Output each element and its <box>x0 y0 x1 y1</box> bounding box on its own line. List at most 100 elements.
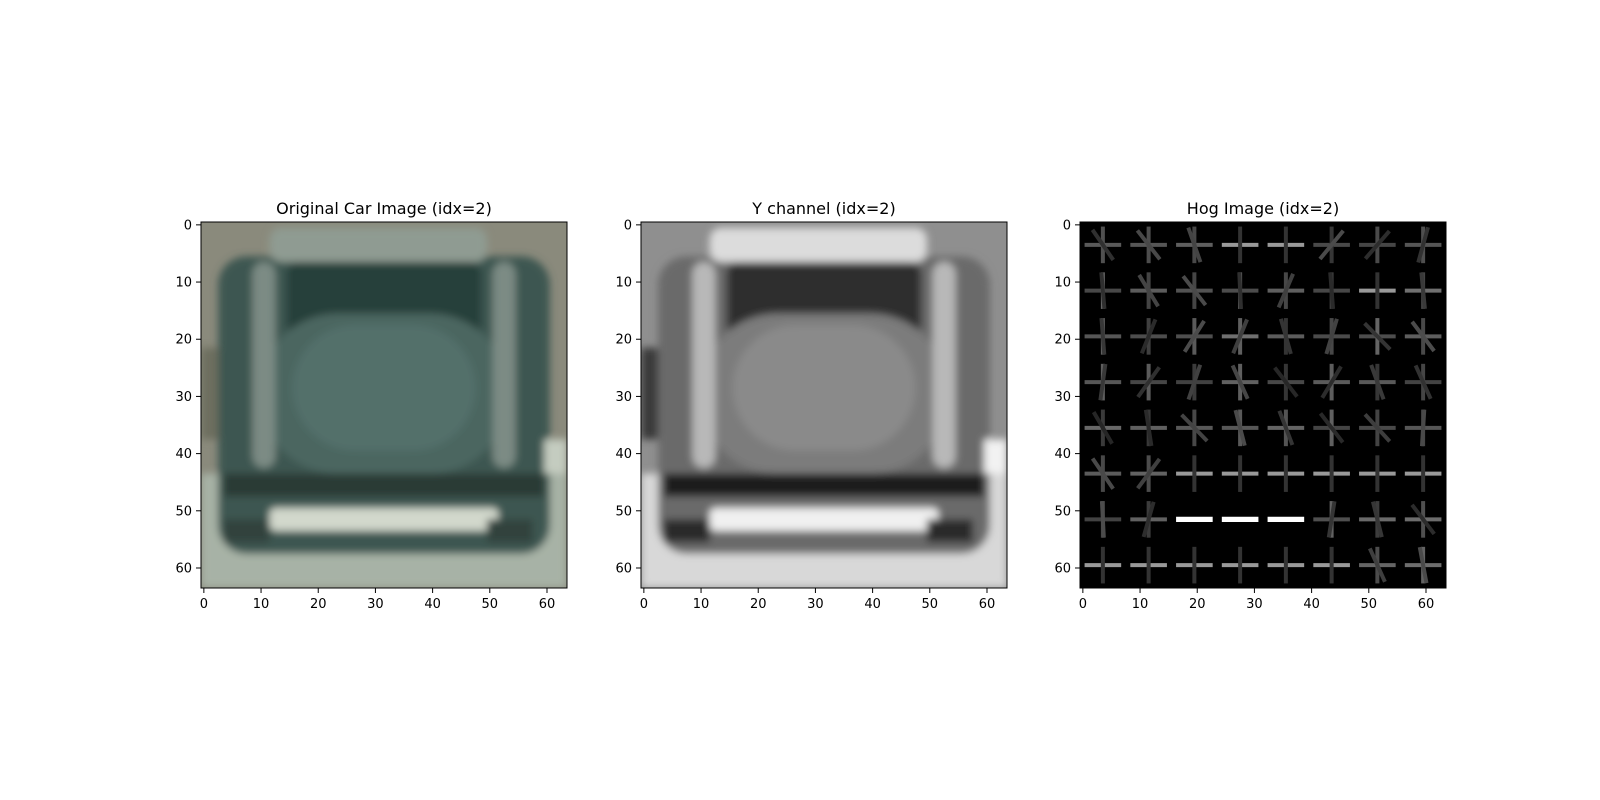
panel-title-original: Original Car Image (idx=2) <box>276 199 492 218</box>
hog-stroke <box>1090 457 1115 490</box>
hog-stroke <box>1419 272 1427 310</box>
x-tick-label: 0 <box>200 597 208 612</box>
right-highlight <box>544 439 567 474</box>
x-tick-label: 20 <box>1189 597 1206 612</box>
hog-stroke <box>1417 546 1429 584</box>
hog-stroke <box>1370 501 1384 538</box>
hog-stroke <box>1230 364 1250 400</box>
hog-stroke <box>1091 411 1114 445</box>
y-channel-image <box>641 222 1007 588</box>
y-tick-label: 60 <box>175 561 192 576</box>
x-ticks: 0 10 20 30 40 50 60 <box>1079 588 1434 612</box>
hog-stroke <box>1363 321 1392 351</box>
x-ticks: 0 10 20 30 40 50 60 <box>640 588 996 612</box>
x-tick-label: 30 <box>807 597 824 612</box>
hog-stroke <box>1136 366 1161 399</box>
original-car-image <box>201 222 567 588</box>
bumper-shadow <box>663 473 985 497</box>
y-tick-label: 20 <box>1054 333 1071 348</box>
hog-stroke <box>1416 226 1430 264</box>
y-tick-label: 10 <box>615 276 632 291</box>
y-tick-label: 0 <box>184 218 192 233</box>
x-tick-label: 60 <box>539 597 556 612</box>
left-tire <box>223 519 270 543</box>
y-ticks: 0 10 20 30 40 50 60 <box>615 218 641 576</box>
x-tick-label: 40 <box>424 597 441 612</box>
hog-stroke <box>1099 272 1107 310</box>
hog-stroke <box>1099 500 1106 538</box>
car-roof <box>269 227 487 263</box>
hog-stroke <box>1180 413 1209 443</box>
right-tire <box>486 519 533 543</box>
hog-stroke <box>1139 318 1158 355</box>
y-tick-label: 20 <box>615 333 632 348</box>
wheel-center <box>732 324 916 451</box>
bumper-shadow <box>223 473 545 497</box>
wheel-center <box>292 324 476 451</box>
x-tick-label: 40 <box>1303 597 1320 612</box>
right-pillar <box>932 262 956 468</box>
y-ticks: 0 10 20 30 40 50 60 <box>175 218 201 576</box>
hog-stroke <box>1369 364 1386 401</box>
hog-stroke <box>1318 412 1345 444</box>
hog-stroke <box>1186 226 1203 263</box>
hog-stroke <box>1278 318 1293 355</box>
x-tick-label: 20 <box>310 597 327 612</box>
axes-frame <box>200 221 568 589</box>
x-tick-label: 20 <box>750 597 767 612</box>
x-ticks: 0 10 20 30 40 50 60 <box>200 588 556 612</box>
hog-stroke <box>1363 413 1392 443</box>
panel-y-channel: Y channel (idx=2) 0 10 20 30 40 50 60 0 10 20 30 4… <box>615 199 1008 612</box>
y-tick-label: 50 <box>1054 504 1071 519</box>
hog-stroke <box>1326 500 1337 538</box>
hog-stroke <box>1363 229 1391 260</box>
y-tick-label: 10 <box>175 276 192 291</box>
hog-stroke <box>1090 228 1115 262</box>
hog-stroke <box>1233 409 1247 447</box>
y-tick-label: 20 <box>175 333 192 348</box>
panel-title-y-channel: Y channel (idx=2) <box>751 199 895 218</box>
panel-original: Original Car Image (idx=2) 0 10 20 30 40 50 60… <box>175 199 568 612</box>
hog-stroke <box>1324 318 1339 355</box>
y-tick-label: 50 <box>615 504 632 519</box>
y-tick-label: 0 <box>1063 218 1071 233</box>
hog-stroke <box>1410 320 1436 353</box>
license-strip <box>709 507 939 531</box>
x-tick-label: 0 <box>640 597 648 612</box>
hog-stroke <box>1231 318 1249 355</box>
panel-title-hog: Hog Image (idx=2) <box>1187 199 1339 218</box>
y-tick-label: 30 <box>615 390 632 405</box>
left-tire <box>663 519 710 543</box>
hog-stroke <box>1098 363 1108 401</box>
left-edge-shadow <box>201 347 219 440</box>
x-tick-label: 0 <box>1079 597 1087 612</box>
hog-stroke <box>1410 503 1436 536</box>
hog-stroke <box>1368 547 1387 583</box>
hog-stroke <box>1273 366 1299 398</box>
x-tick-label: 10 <box>693 597 710 612</box>
y-tick-label: 30 <box>175 390 192 405</box>
hog-stroke <box>1318 229 1345 261</box>
hog-stroke <box>1328 272 1336 310</box>
hog-stroke <box>1419 409 1427 447</box>
hog-stroke <box>1182 319 1206 353</box>
y-tick-label: 0 <box>624 218 632 233</box>
x-tick-label: 10 <box>253 597 270 612</box>
y-ticks: 0 10 20 30 40 50 60 <box>1054 218 1080 576</box>
hog-stroke <box>1141 501 1156 538</box>
license-strip <box>269 507 499 531</box>
y-tick-label: 60 <box>615 561 632 576</box>
y-tick-label: 50 <box>175 504 192 519</box>
left-edge-shadow <box>641 347 659 440</box>
right-highlight <box>984 439 1007 474</box>
x-tick-label: 10 <box>1132 597 1149 612</box>
car-roof <box>709 227 927 263</box>
x-tick-label: 30 <box>367 597 384 612</box>
right-tire <box>926 519 973 543</box>
hog-stroke <box>1143 409 1154 447</box>
axes-frame <box>640 221 1008 589</box>
x-tick-label: 60 <box>979 597 996 612</box>
hog-stroke <box>1320 365 1343 399</box>
axes-frame <box>1079 221 1447 589</box>
